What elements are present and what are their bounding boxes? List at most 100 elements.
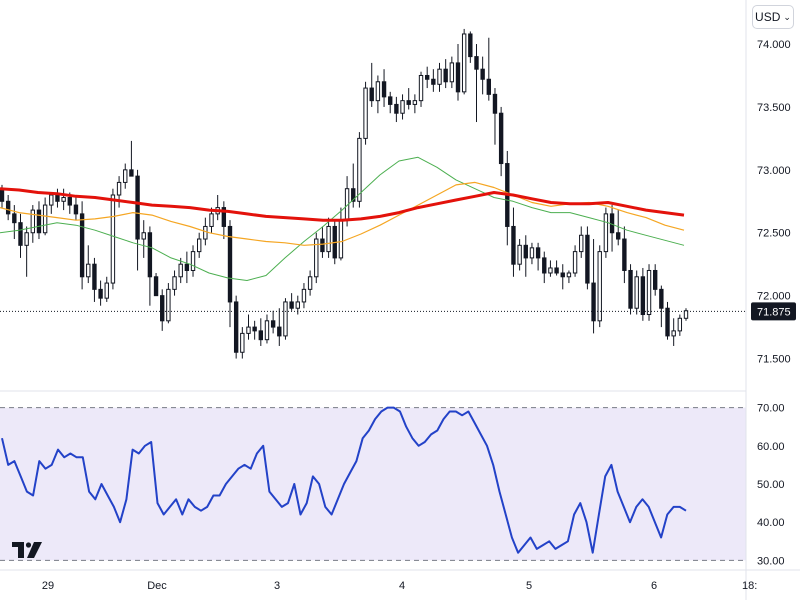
candle-body: [388, 96, 393, 105]
candle: [314, 232, 319, 284]
candle-body: [79, 213, 85, 278]
candle-body: [221, 207, 227, 227]
candle-body: [640, 276, 646, 316]
candle: [375, 75, 381, 114]
candle: [579, 226, 584, 258]
candle: [92, 257, 97, 302]
candle-body: [172, 276, 177, 290]
last-price-tag: 71.875: [751, 302, 796, 321]
candle-body: [129, 169, 134, 177]
candle: [554, 260, 559, 276]
candle: [560, 264, 565, 290]
candle-body: [320, 238, 325, 253]
candle: [622, 226, 627, 284]
candle: [394, 96, 399, 123]
candle: [215, 195, 220, 221]
candle: [455, 44, 461, 101]
candle: [104, 276, 109, 302]
candle: [535, 242, 541, 271]
candle: [616, 210, 621, 246]
candle-body: [375, 81, 381, 102]
candle: [597, 245, 602, 328]
last-price-label: 71.875: [757, 306, 791, 318]
currency-label: USD: [755, 10, 781, 24]
candle-body: [246, 326, 251, 334]
candle-body: [394, 103, 399, 114]
candle-body: [42, 204, 48, 234]
candle-body: [49, 194, 54, 206]
candle: [542, 251, 547, 284]
price-axis: 74.000 73.500 73.000 72.500 72.000 71.500: [757, 39, 791, 366]
time-tick-label: 5: [526, 580, 532, 592]
candle: [190, 245, 196, 277]
candle-body: [542, 257, 547, 274]
candle-body: [326, 225, 331, 253]
candle-body: [233, 301, 239, 353]
candle: [73, 197, 79, 221]
price-tick-label: 71.500: [757, 354, 791, 366]
candle-body: [283, 301, 288, 337]
candle-body: [492, 93, 498, 114]
candle: [178, 257, 183, 284]
candle-body: [671, 330, 676, 337]
candle-body: [418, 74, 424, 102]
candle-body: [572, 251, 578, 274]
candle: [166, 283, 171, 324]
candle: [307, 270, 313, 296]
moving-average-line: [0, 156, 685, 281]
candle-body: [61, 197, 66, 202]
candle: [566, 270, 572, 284]
candle-body: [166, 288, 171, 322]
candle: [30, 205, 36, 243]
candle: [357, 132, 362, 208]
candle: [406, 88, 411, 110]
candle: [652, 264, 658, 296]
candle-body: [116, 181, 122, 196]
candle-body: [511, 225, 516, 265]
candle: [609, 205, 615, 252]
candle: [141, 220, 146, 258]
candle-body: [24, 232, 29, 246]
candle-body: [110, 194, 116, 284]
candle: [277, 308, 282, 346]
time-tick-label: 18:: [742, 580, 757, 592]
candle-body: [270, 320, 276, 328]
candle-body: [468, 33, 473, 58]
candle-body: [196, 238, 202, 253]
candle: [591, 239, 596, 334]
candle: [49, 192, 54, 214]
candle: [61, 188, 66, 211]
candle: [246, 314, 251, 340]
candle: [129, 140, 134, 177]
candle-body: [597, 251, 602, 322]
candle: [116, 176, 122, 208]
candle: [677, 314, 683, 336]
candle: [36, 201, 42, 240]
candle: [400, 94, 405, 120]
candle-body: [209, 213, 214, 227]
candle: [301, 283, 307, 309]
candle-body: [591, 282, 596, 322]
candle-body: [36, 209, 42, 234]
candle-body: [135, 175, 140, 240]
candle: [659, 285, 664, 328]
candle: [468, 31, 473, 63]
candle: [443, 59, 448, 89]
candle: [671, 318, 676, 346]
candle: [646, 264, 652, 321]
candle: [474, 44, 479, 123]
candle-body: [535, 247, 541, 259]
time-tick-label: 29: [42, 580, 54, 592]
candle-body: [554, 267, 559, 274]
candle: [381, 69, 387, 107]
candle: [363, 81, 368, 145]
candle-body: [449, 62, 455, 83]
candle-body: [455, 62, 461, 93]
candle-body: [289, 301, 294, 309]
candle: [431, 69, 436, 92]
candle-body: [258, 330, 264, 341]
currency-selector[interactable]: USD ⌄: [752, 5, 794, 29]
candle: [233, 295, 239, 359]
candle-body: [190, 251, 196, 271]
